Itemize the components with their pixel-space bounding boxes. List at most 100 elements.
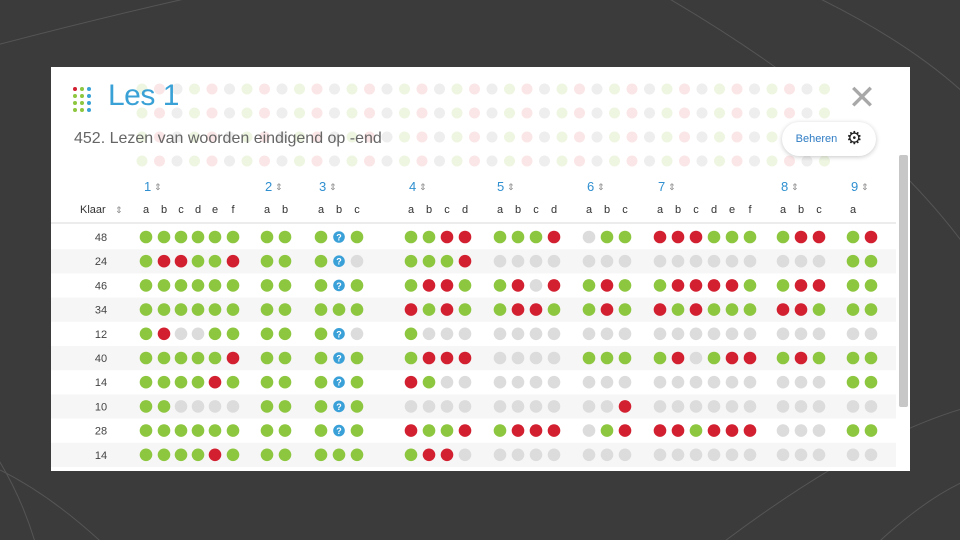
result-dot-empty[interactable] [776,448,790,462]
result-dot-empty[interactable] [794,375,808,389]
result-dot-correct[interactable] [139,303,153,316]
result-dot-wrong[interactable] [812,279,826,292]
result-dot-wrong[interactable] [547,424,561,437]
result-dot-empty[interactable] [794,448,808,462]
result-dot-wrong[interactable] [440,448,454,462]
result-dot-correct[interactable] [278,424,292,437]
result-dot-correct[interactable] [671,303,685,316]
result-dot-wrong[interactable] [689,230,703,244]
result-dot-correct[interactable] [653,279,667,292]
result-dot-wrong[interactable] [689,279,703,292]
result-dot-correct[interactable] [776,230,790,244]
question-icon[interactable] [333,352,345,364]
result-dot-correct[interactable] [314,351,328,365]
result-dot-correct[interactable] [864,424,878,437]
result-dot-correct[interactable] [600,351,614,365]
result-dot-correct[interactable] [404,351,418,365]
result-dot-correct[interactable] [332,448,346,462]
column-number[interactable]: 3 [319,179,326,194]
result-dot-empty[interactable] [582,327,596,341]
result-dot-correct[interactable] [226,327,240,341]
result-dot-correct[interactable] [689,424,703,437]
result-dot-empty[interactable] [191,327,205,341]
result-dot-correct[interactable] [440,254,454,268]
result-dot-correct[interactable] [208,303,222,316]
result-dot-empty[interactable] [529,327,543,341]
result-dot-empty[interactable] [776,424,790,437]
result-dot-wrong[interactable] [671,351,685,365]
result-dot-correct[interactable] [864,303,878,316]
result-dot-empty[interactable] [776,327,790,341]
result-dot-empty[interactable] [511,400,525,413]
result-dot-correct[interactable] [314,424,328,437]
result-dot-wrong[interactable] [511,279,525,292]
result-dot-wrong[interactable] [422,448,436,462]
result-dot-empty[interactable] [511,327,525,341]
result-dot-correct[interactable] [493,230,507,244]
result-dot-wrong[interactable] [458,424,472,437]
result-dot-correct[interactable] [314,400,328,413]
result-dot-empty[interactable] [725,327,739,341]
result-dot-empty[interactable] [846,400,860,413]
result-dot-correct[interactable] [139,400,153,413]
column-number[interactable]: 7 [658,179,665,194]
result-dot-correct[interactable] [422,303,436,316]
result-dot-correct[interactable] [139,375,153,389]
result-dot-wrong[interactable] [725,424,739,437]
result-dot-empty[interactable] [794,400,808,413]
result-dot-empty[interactable] [812,400,826,413]
result-dot-wrong[interactable] [618,424,632,437]
result-dot-empty[interactable] [707,254,721,268]
result-dot-correct[interactable] [314,448,328,462]
result-dot-correct[interactable] [208,351,222,365]
result-dot-correct[interactable] [260,279,274,292]
result-dot-wrong[interactable] [422,351,436,365]
result-dot-correct[interactable] [332,303,346,316]
question-icon[interactable] [333,231,345,243]
result-dot-correct[interactable] [157,424,171,437]
result-dot-correct[interactable] [157,351,171,365]
close-icon[interactable]: ✕ [847,78,877,118]
result-dot-wrong[interactable] [440,303,454,316]
result-dot-correct[interactable] [314,303,328,316]
result-dot-empty[interactable] [529,375,543,389]
result-dot-wrong[interactable] [440,351,454,365]
scrollbar[interactable] [899,155,908,407]
result-dot-correct[interactable] [743,279,757,292]
result-dot-empty[interactable] [794,424,808,437]
result-dot-empty[interactable] [725,400,739,413]
result-dot-correct[interactable] [846,230,860,244]
result-dot-wrong[interactable] [794,230,808,244]
result-dot-correct[interactable] [707,351,721,365]
result-dot-correct[interactable] [314,327,328,341]
result-dot-wrong[interactable] [422,279,436,292]
question-icon[interactable] [333,279,345,292]
result-dot-wrong[interactable] [529,303,543,316]
result-dot-correct[interactable] [191,424,205,437]
result-dot-correct[interactable] [743,230,757,244]
result-dot-correct[interactable] [139,351,153,365]
result-dot-correct[interactable] [208,279,222,292]
sort-icon[interactable]: ⇕ [275,183,283,193]
result-dot-correct[interactable] [139,327,153,341]
result-dot-correct[interactable] [422,230,436,244]
result-dot-empty[interactable] [582,230,596,244]
result-dot-correct[interactable] [846,303,860,316]
result-dot-correct[interactable] [846,424,860,437]
result-dot-wrong[interactable] [600,279,614,292]
result-dot-correct[interactable] [846,254,860,268]
result-dot-empty[interactable] [511,375,525,389]
sort-icon[interactable]: ⇕ [419,183,427,193]
result-dot-empty[interactable] [689,400,703,413]
result-dot-empty[interactable] [653,327,667,341]
result-dot-wrong[interactable] [689,303,703,316]
result-dot-correct[interactable] [208,424,222,437]
result-dot-empty[interactable] [725,375,739,389]
result-dot-correct[interactable] [422,254,436,268]
result-dot-empty[interactable] [529,448,543,462]
result-dot-empty[interactable] [776,375,790,389]
result-dot-empty[interactable] [493,375,507,389]
result-dot-correct[interactable] [174,424,188,437]
result-dot-correct[interactable] [529,230,543,244]
result-dot-empty[interactable] [743,254,757,268]
